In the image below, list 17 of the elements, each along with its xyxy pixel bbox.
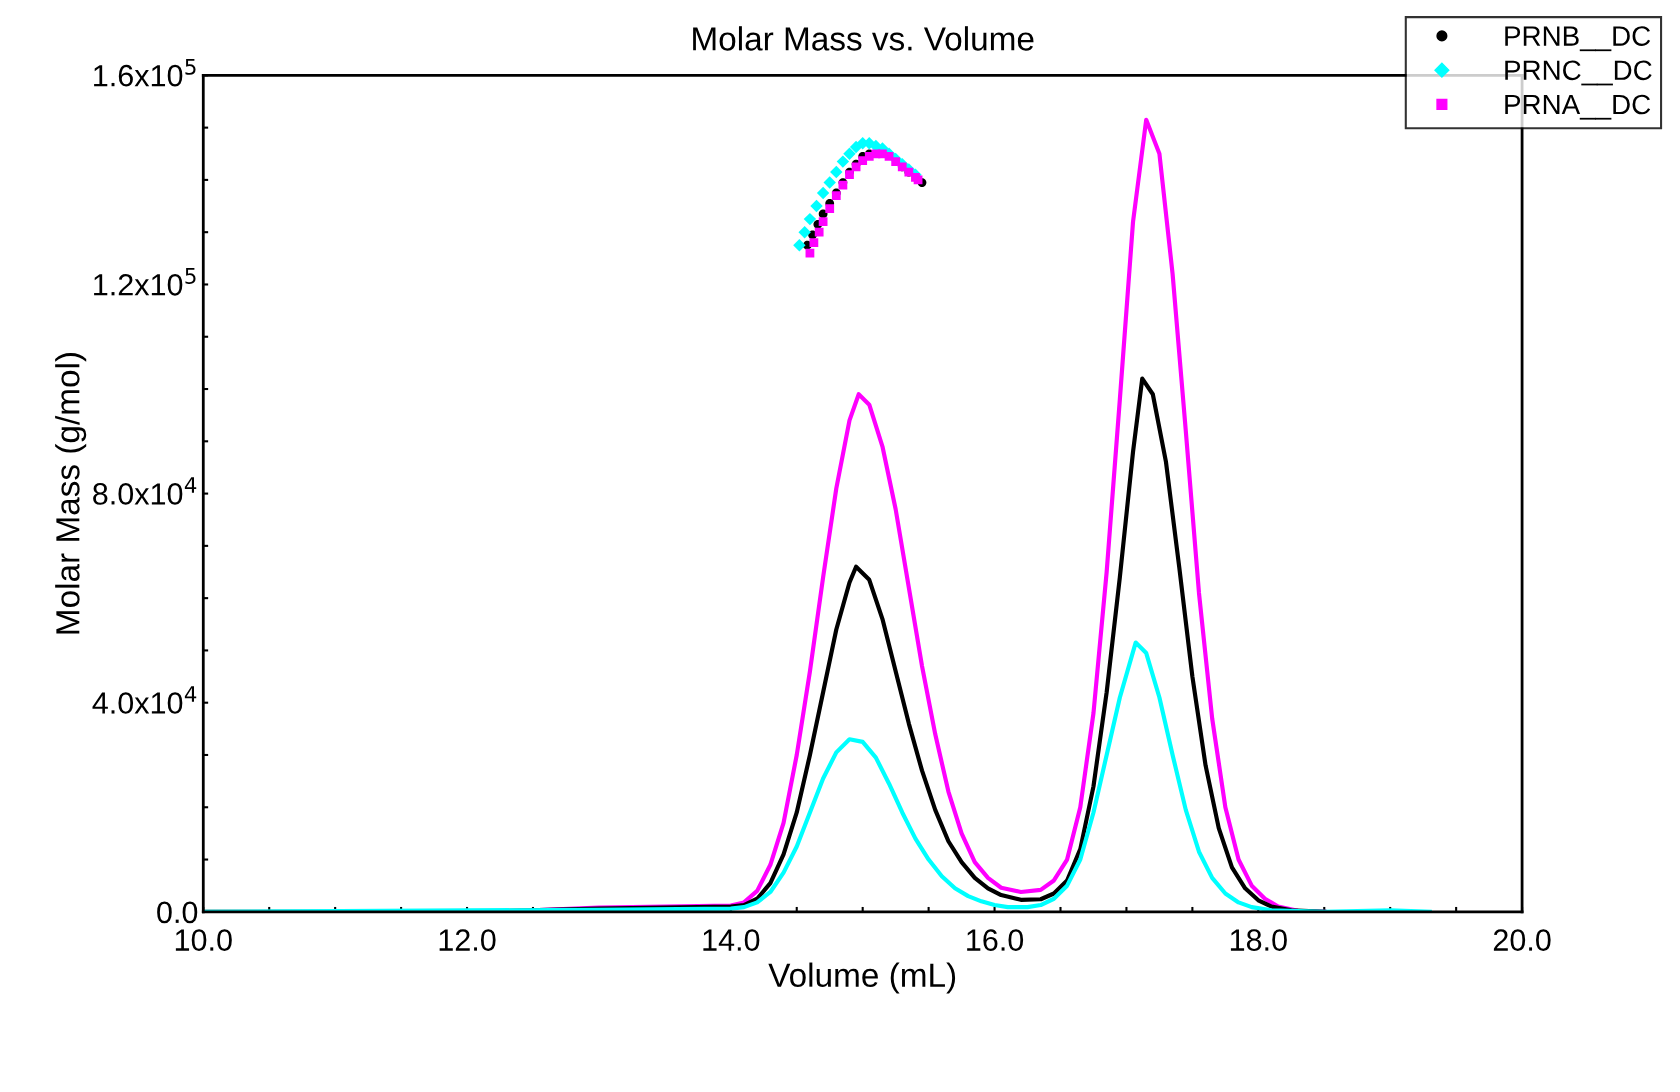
y-tick-label: 8.0x10$^{4}$ [93, 477, 197, 505]
y-tick-label: 1.2x10$^{5}$ [94, 268, 196, 296]
y-tick-label: 0.0 [157, 901, 198, 924]
x-tick-label: 18.0 [1230, 929, 1287, 951]
y-tick-label: 4.0x10$^{4}$ [92, 686, 197, 714]
legend-label: PRNC__DC [1505, 60, 1652, 86]
y-axis-title: Molar Mass (g/mol) [55, 353, 87, 634]
chart-title: Molar Mass vs. Volume [693, 26, 1034, 51]
legend-label: PRNB__DC [1505, 26, 1651, 52]
x-tick-label: 10.0 [175, 929, 232, 951]
x-tick-label: 12.0 [439, 929, 496, 951]
y-tick-label: 1.6x10$^{5}$ [94, 58, 196, 87]
x-tick-label: 20.0 [1493, 929, 1551, 951]
legend-label: PRNA__DC [1505, 94, 1651, 120]
x-tick-label: 16.0 [967, 929, 1024, 951]
x-tick-label: 14.0 [703, 929, 760, 951]
x-axis-title: Volume (mL) [768, 962, 956, 994]
